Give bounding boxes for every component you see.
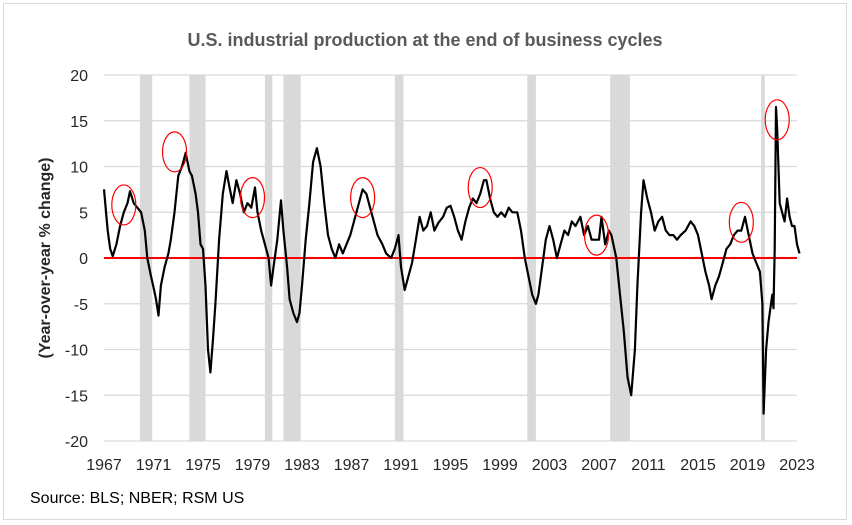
y-tick-labels: 20 15 10 5 0 -5 -10 -15 -20 bbox=[65, 68, 88, 451]
x-tick-label: 1991 bbox=[383, 457, 419, 474]
peak-circle bbox=[239, 177, 266, 219]
series-line bbox=[102, 105, 801, 415]
x-tick-label: 2019 bbox=[730, 457, 766, 474]
peak-circle bbox=[350, 177, 376, 219]
chart-title: U.S. industrial production at the end of… bbox=[187, 30, 662, 50]
x-tick-label: 2011 bbox=[631, 457, 666, 474]
peak-circle bbox=[583, 214, 610, 256]
x-tick-label: 2003 bbox=[532, 457, 568, 474]
y-tick-label: 15 bbox=[70, 114, 88, 131]
x-tick-label: 2007 bbox=[581, 457, 617, 474]
x-tick-label: 1975 bbox=[185, 457, 221, 474]
x-tick-label: 1971 bbox=[136, 457, 172, 474]
x-tick-label: 1995 bbox=[433, 457, 469, 474]
chart-border bbox=[3, 3, 847, 520]
peak-circle bbox=[467, 166, 493, 209]
x-tick-label: 1967 bbox=[86, 457, 122, 474]
y-axis-label: (Year-over-year % change) bbox=[37, 158, 54, 359]
y-tick-label: 20 bbox=[70, 68, 88, 85]
peak-circle bbox=[161, 131, 188, 173]
peak-circle bbox=[728, 201, 754, 243]
x-tick-label: 1979 bbox=[235, 457, 271, 474]
y-tick-label: -5 bbox=[74, 297, 88, 314]
source-note: Source: BLS; NBER; RSM US bbox=[30, 490, 244, 507]
x-tick-label: 2023 bbox=[779, 457, 815, 474]
y-tick-label: -15 bbox=[65, 388, 88, 405]
y-tick-label: 5 bbox=[79, 205, 88, 222]
y-tick-label: 0 bbox=[79, 251, 88, 268]
x-tick-label: 1987 bbox=[334, 457, 370, 474]
peak-circle bbox=[764, 99, 790, 141]
x-tick-label: 2015 bbox=[680, 457, 716, 474]
y-tick-label: 10 bbox=[70, 160, 88, 177]
x-tick-label: 1999 bbox=[482, 457, 518, 474]
x-tick-labels: 1967 1971 1975 1979 1983 1987 1991 1995 1999 2003… bbox=[86, 457, 815, 474]
y-tick-label: -20 bbox=[65, 434, 88, 451]
x-tick-label: 1983 bbox=[284, 457, 320, 474]
y-tick-label: -10 bbox=[65, 343, 88, 360]
peak-annotations bbox=[111, 99, 790, 256]
gridlines bbox=[104, 74, 797, 442]
peak-circle bbox=[111, 184, 137, 226]
